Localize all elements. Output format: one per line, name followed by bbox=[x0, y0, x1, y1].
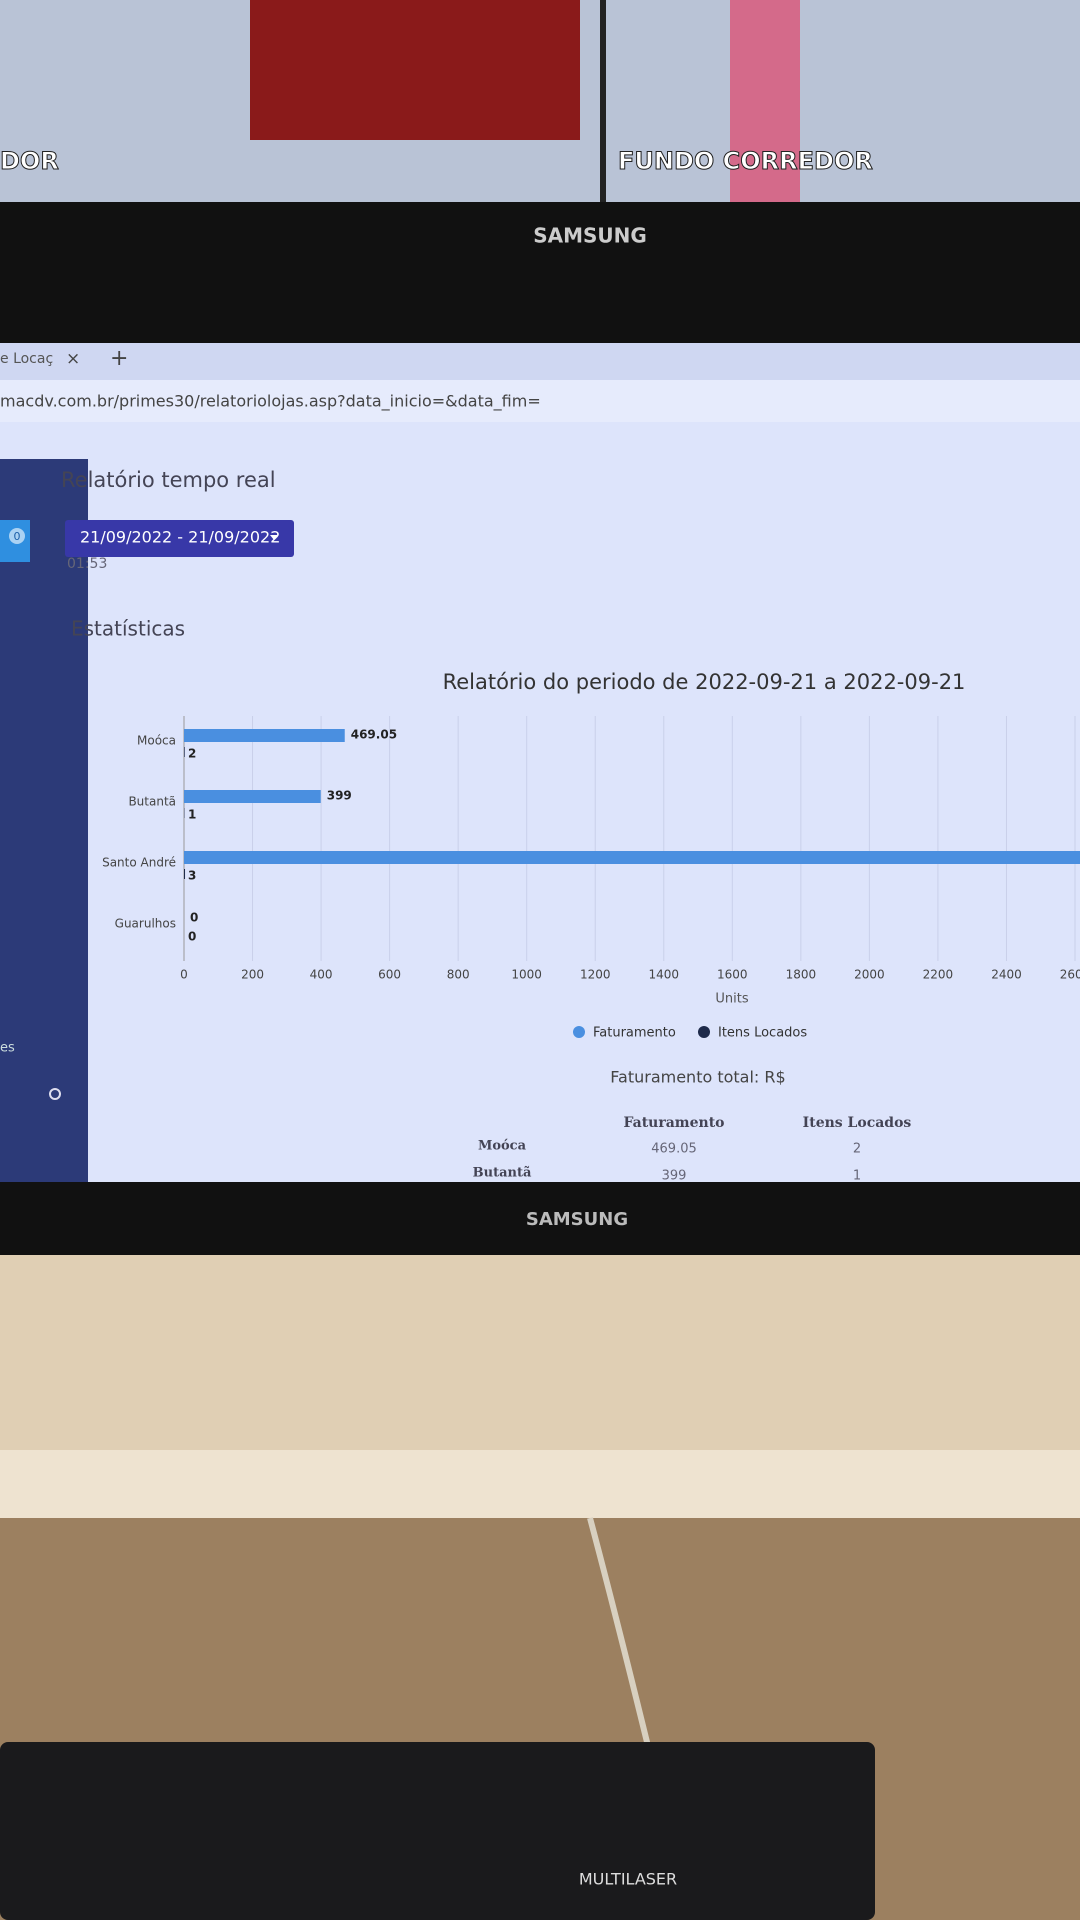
x-tick-label: 1000 bbox=[511, 968, 542, 982]
date-range[interactable]: 21/09/2022 - 21/09/2022 bbox=[80, 528, 280, 547]
x-tick-label: 800 bbox=[447, 968, 470, 982]
x-tick-label: 400 bbox=[310, 968, 333, 982]
page-heading: Relatório tempo real bbox=[61, 468, 276, 492]
monitor-brand: SAMSUNG bbox=[526, 1209, 628, 1230]
y-tick-label: Guarulhos bbox=[115, 917, 176, 931]
monitor-brand: SAMSUNG bbox=[533, 224, 647, 248]
table-cell: 1 bbox=[853, 1169, 861, 1184]
bar bbox=[184, 790, 321, 803]
keyboard bbox=[0, 1742, 875, 1920]
legend-marker bbox=[573, 1026, 585, 1038]
x-tick-label: 2200 bbox=[923, 968, 954, 982]
x-tick-label: 2000 bbox=[854, 968, 885, 982]
data-label: 2 bbox=[188, 747, 196, 761]
x-axis-label: Units bbox=[715, 992, 748, 1007]
x-tick-label: 1800 bbox=[786, 968, 817, 982]
table-row-label: Moóca bbox=[478, 1139, 527, 1154]
x-tick-label: 0 bbox=[180, 968, 188, 982]
camera-label: FUNDO CORREDOR bbox=[618, 147, 873, 175]
data-label: 469.05 bbox=[351, 728, 397, 742]
camera-split bbox=[600, 0, 606, 202]
bar bbox=[184, 747, 185, 757]
url[interactable]: macdv.com.br/primes30/relatoriolojas.asp… bbox=[0, 392, 541, 412]
badge: 0 bbox=[14, 530, 21, 543]
bar bbox=[184, 851, 1080, 864]
new-tab[interactable]: + bbox=[110, 346, 128, 371]
x-tick-label: 2400 bbox=[991, 968, 1022, 982]
total: Faturamento total: R$ bbox=[610, 1068, 785, 1087]
x-tick-label: 200 bbox=[241, 968, 264, 982]
keyboard-brand: MULTILASER bbox=[579, 1870, 677, 1889]
table-header: Itens Locados bbox=[803, 1115, 912, 1131]
tab-bar bbox=[0, 343, 1080, 380]
sidebar-item[interactable]: es bbox=[0, 1041, 15, 1056]
table-cell: 399 bbox=[662, 1169, 687, 1184]
legend-label: Faturamento bbox=[593, 1026, 676, 1041]
y-tick-label: Santo André bbox=[102, 856, 176, 870]
data-label: 399 bbox=[327, 789, 352, 803]
table-header: Faturamento bbox=[623, 1115, 724, 1131]
data-label: 3 bbox=[188, 869, 196, 883]
tab-title: e Locaç bbox=[0, 351, 53, 367]
table-cell: 469.05 bbox=[651, 1142, 697, 1157]
baseboard bbox=[0, 1450, 1080, 1518]
y-tick-label: Moóca bbox=[137, 734, 176, 748]
x-tick-label: 1400 bbox=[648, 968, 679, 982]
table-cell: 2 bbox=[853, 1142, 861, 1157]
data-label: 0 bbox=[188, 930, 196, 944]
chart-title: Relatório do periodo de 2022-09-21 a 202… bbox=[443, 670, 966, 694]
x-tick-label: 1600 bbox=[717, 968, 748, 982]
tab-close[interactable]: × bbox=[66, 349, 80, 369]
bar bbox=[184, 869, 185, 879]
data-label: 0 bbox=[190, 911, 198, 925]
legend-marker bbox=[698, 1026, 710, 1038]
x-tick-label: 1200 bbox=[580, 968, 611, 982]
x-tick-label: 600 bbox=[378, 968, 401, 982]
bar bbox=[184, 729, 345, 742]
table-row-label: Butantã bbox=[473, 1166, 532, 1181]
x-tick-label: 2600 bbox=[1060, 968, 1080, 982]
camera-clothes bbox=[250, 0, 580, 140]
camera-label: DOR bbox=[0, 147, 59, 175]
legend-label: Itens Locados bbox=[718, 1026, 807, 1041]
time: 01:53 bbox=[67, 556, 107, 572]
data-label: 1 bbox=[188, 808, 196, 822]
y-tick-label: Butantã bbox=[128, 795, 176, 809]
section-title: Estatísticas bbox=[71, 617, 185, 641]
